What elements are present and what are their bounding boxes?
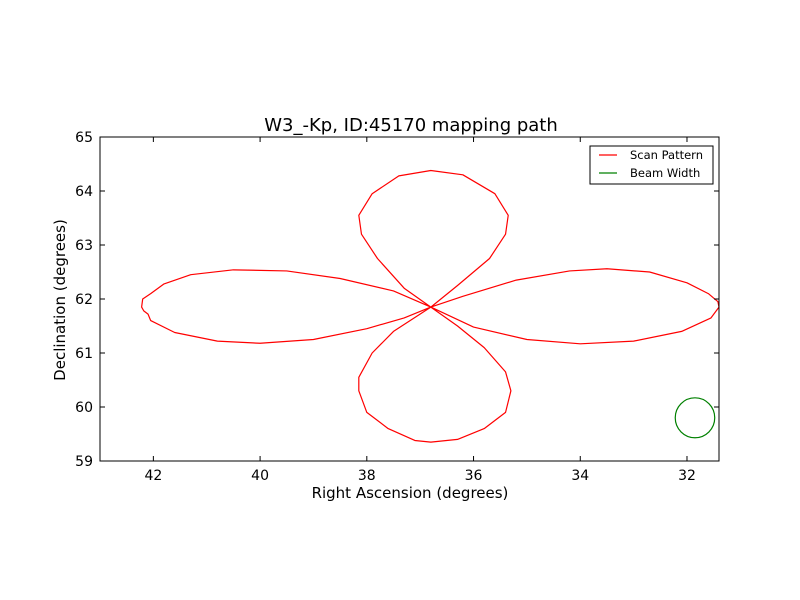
x-tick-label: 42 — [144, 468, 162, 484]
x-axis-label: Right Ascension (degrees) — [312, 484, 509, 502]
x-tick-label: 38 — [358, 468, 376, 484]
x-tick-label: 36 — [465, 468, 483, 484]
legend-box — [589, 145, 714, 185]
plot-frame — [99, 136, 720, 462]
y-tick-label: 64 — [75, 184, 93, 200]
y-tick-label: 63 — [75, 238, 93, 254]
x-tick-label: 34 — [571, 468, 589, 484]
y-tick-label: 65 — [75, 130, 93, 146]
y-axis-label: Declination (degrees) — [51, 219, 69, 381]
plot-area — [99, 136, 720, 462]
y-tick-label: 61 — [75, 346, 93, 362]
chart-title: W3_-Kp, ID:45170 mapping path — [264, 115, 558, 136]
y-tick-label: 60 — [75, 400, 93, 416]
beam-width-circle — [674, 397, 716, 439]
y-tick-label: 59 — [75, 454, 93, 470]
x-tick-label: 40 — [251, 468, 269, 484]
legend: Scan Pattern Beam Width — [589, 145, 714, 185]
legend-label-beam-width: Beam Width — [630, 166, 700, 180]
axes-ticks: 42 40 38 36 34 32 59 60 61 62 63 64 65 — [75, 130, 719, 484]
legend-label-scan-pattern: Scan Pattern — [630, 148, 703, 162]
y-tick-label: 62 — [75, 292, 93, 308]
scan-pattern-line — [141, 169, 719, 443]
x-tick-label: 32 — [678, 468, 696, 484]
